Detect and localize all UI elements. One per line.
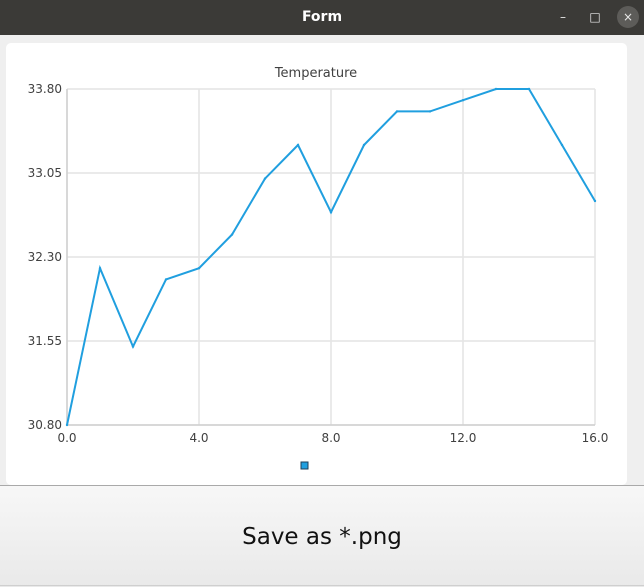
data-point <box>263 177 267 180</box>
window-title: Form <box>301 9 343 25</box>
x-tick-label: 8.0 <box>321 431 340 445</box>
chart-panel <box>6 43 627 485</box>
data-point <box>65 423 69 427</box>
temperature-chart: Temperature 0.0 4.0 8.0 12.0 16.0 30.80 31.55 3… <box>28 66 609 470</box>
y-tick-label: 30.80 <box>28 418 62 432</box>
data-point <box>329 211 333 214</box>
window-content <box>0 35 644 485</box>
data-point <box>362 143 366 147</box>
x-tick-label: 16.0 <box>582 431 609 445</box>
data-point <box>494 87 498 91</box>
x-tick-label: 4.0 <box>189 431 208 445</box>
y-tick-label: 33.80 <box>28 82 62 96</box>
data-point <box>296 143 300 147</box>
chart-title: Temperature <box>274 66 357 81</box>
maximize-icon[interactable]: □ <box>589 10 601 24</box>
data-point <box>197 267 201 270</box>
divider <box>0 585 644 586</box>
data-point <box>593 199 597 203</box>
data-point <box>395 110 399 113</box>
title-bar: Form – □ × <box>0 0 644 35</box>
y-tick-label: 33.05 <box>28 166 62 180</box>
save-button-area: Save as *.png <box>0 485 644 587</box>
data-point <box>230 233 234 236</box>
data-point <box>461 99 465 102</box>
x-tick-label: 0.0 <box>57 431 76 445</box>
data-point <box>131 345 135 348</box>
minimize-icon[interactable]: – <box>560 10 566 24</box>
save-button[interactable]: Save as *.png <box>242 523 402 550</box>
legend-marker <box>300 461 309 470</box>
y-tick-label: 31.55 <box>28 334 62 348</box>
data-point <box>560 143 564 147</box>
data-point <box>164 278 168 281</box>
data-point <box>98 267 102 270</box>
y-tick-label: 32.30 <box>28 250 62 264</box>
data-point <box>428 110 432 113</box>
data-point <box>527 87 531 91</box>
x-tick-label: 12.0 <box>450 431 477 445</box>
close-icon[interactable]: × <box>617 6 639 28</box>
